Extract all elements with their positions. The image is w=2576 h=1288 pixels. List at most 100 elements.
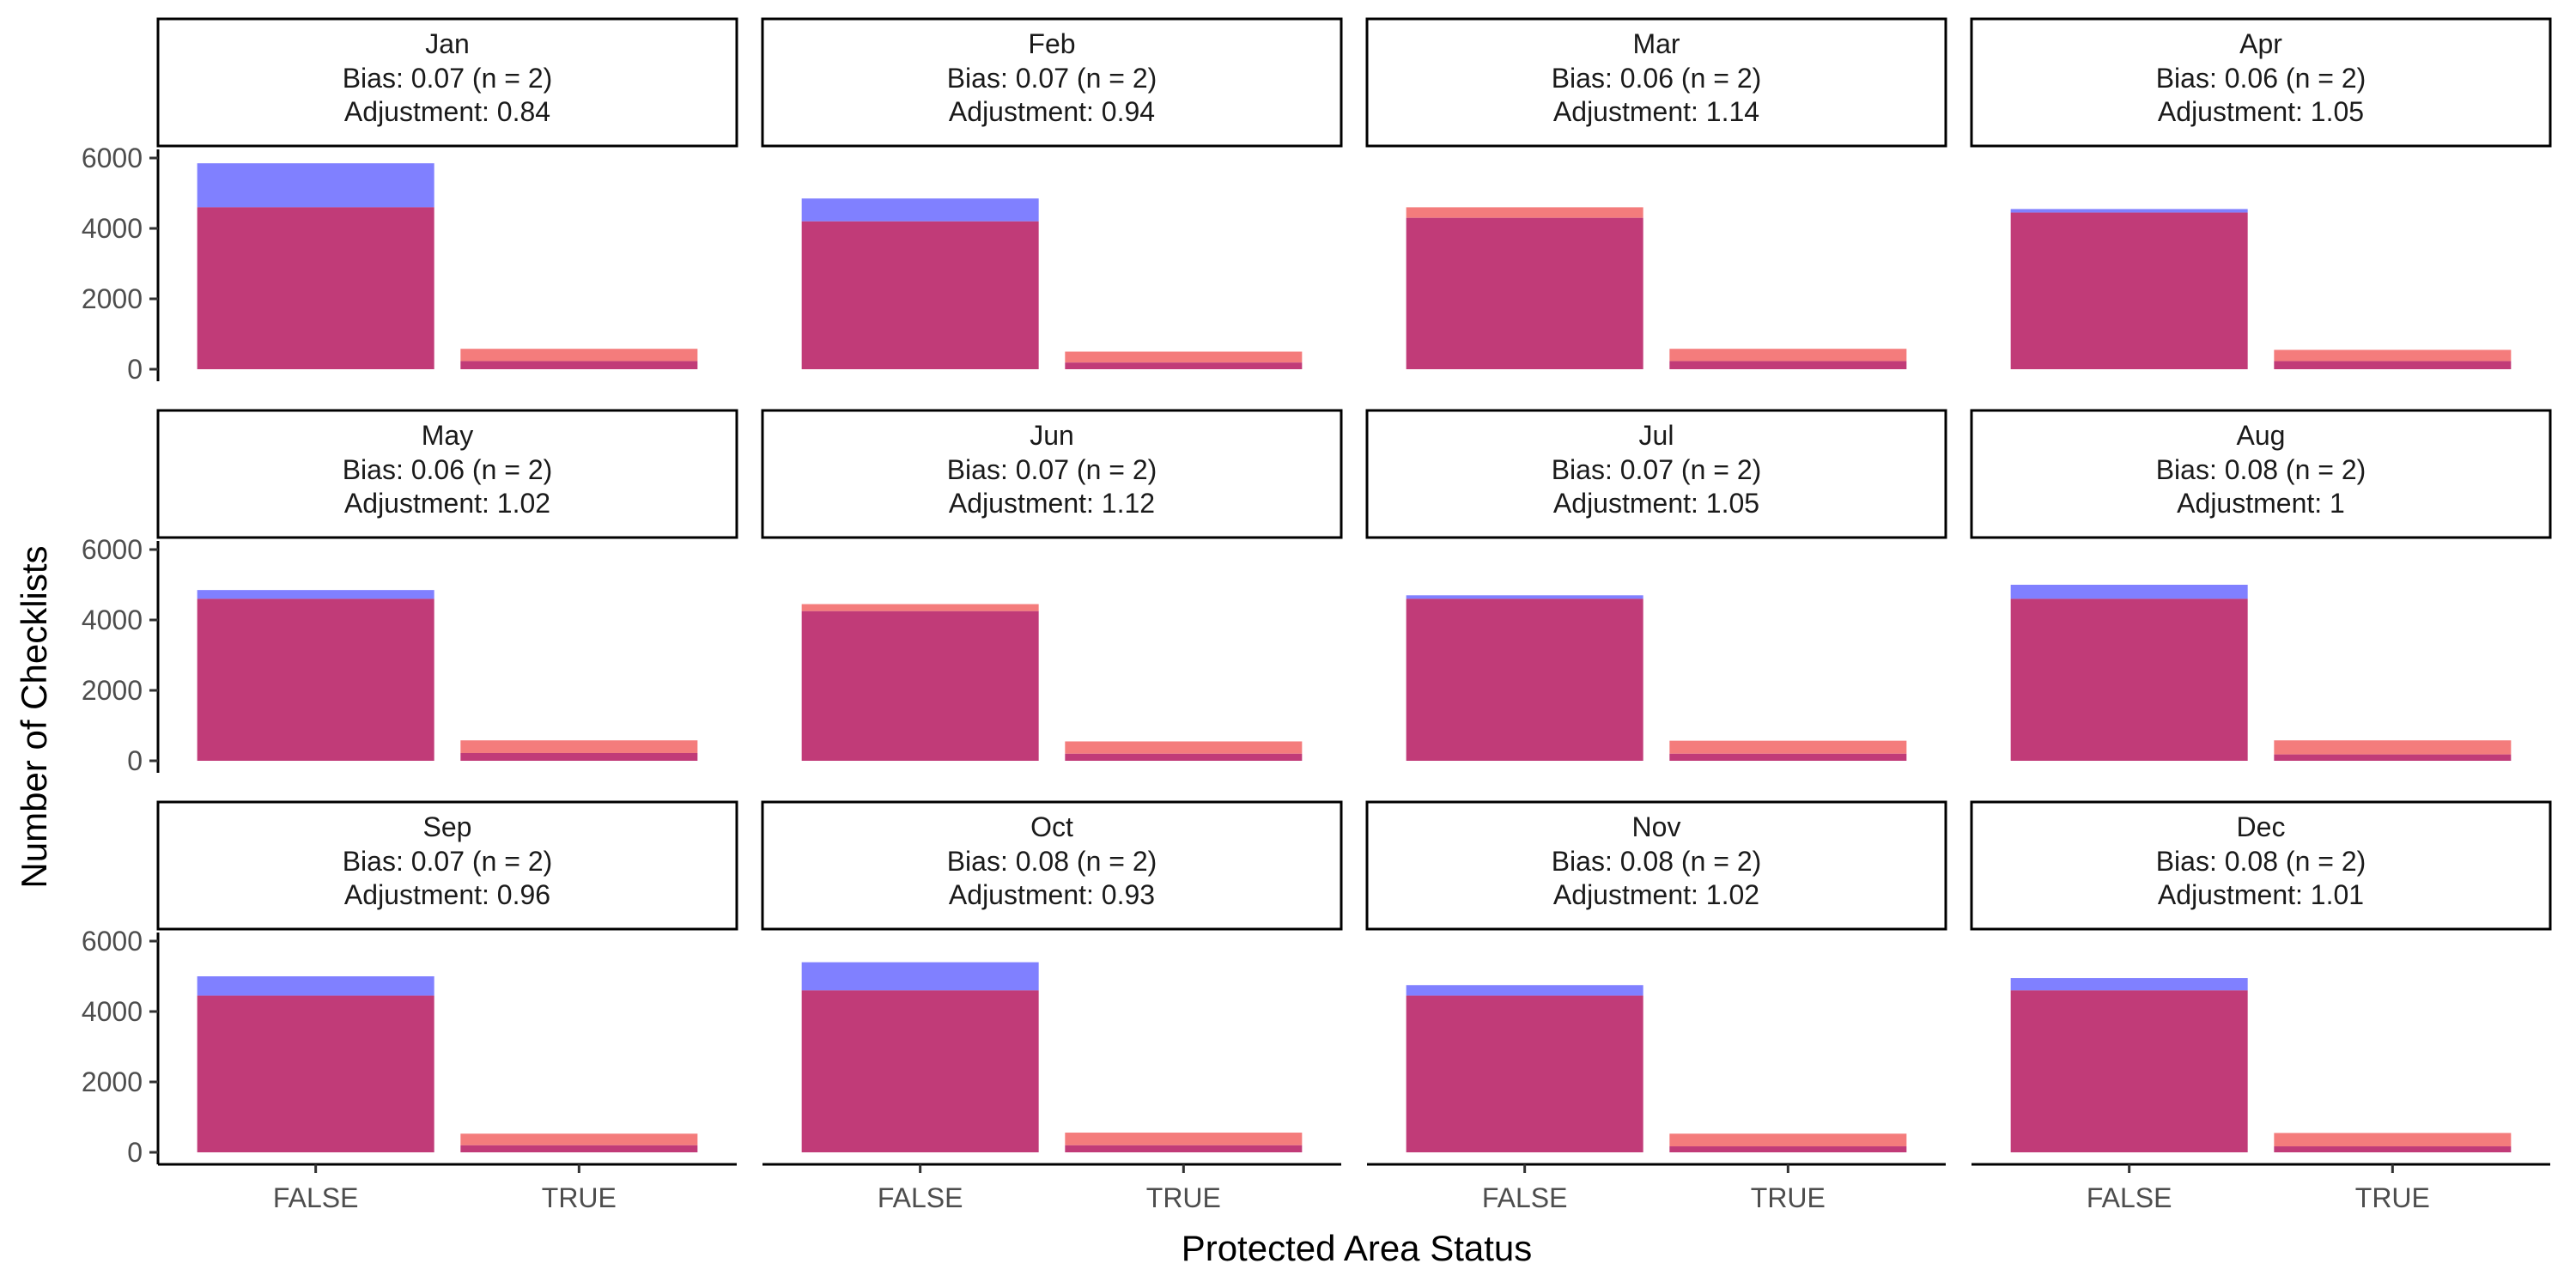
facet-strip-month: Oct: [1030, 811, 1073, 842]
bar-overlap-true: [1669, 361, 1907, 369]
bar-red-true: [1065, 1133, 1303, 1145]
bar-blue-false: [1406, 595, 1643, 599]
bar-overlap-false: [1406, 217, 1643, 369]
y-tick-label: 6000: [82, 534, 143, 565]
bar-overlap-false: [197, 995, 434, 1152]
bar-blue-false: [801, 962, 1039, 991]
facet-strip-month: Dec: [2237, 811, 2286, 842]
x-tick-label: TRUE: [1146, 1182, 1221, 1213]
bar-overlap-false: [1406, 598, 1643, 761]
facet-strip-bias: Bias: 0.07 (n = 2): [343, 63, 553, 94]
x-tick-label: FALSE: [878, 1182, 963, 1213]
facet-strip-adjustment: Adjustment: 1.14: [1553, 96, 1759, 127]
facet-strip-adjustment: Adjustment: 0.84: [344, 96, 550, 127]
facet-panel-nov: Nov Bias: 0.08 (n = 2)Adjustment: 1.02 FAL…: [1365, 800, 1947, 1213]
facet-panel-feb: Feb Bias: 0.07 (n = 2)Adjustment: 0.94: [761, 17, 1343, 369]
facet-strip-adjustment: Adjustment: 0.96: [344, 879, 550, 910]
bar-overlap-true: [1065, 362, 1303, 369]
y-tick-label: 6000: [82, 926, 143, 957]
facet-strip-month: Aug: [2237, 420, 2286, 451]
facet-strip-bias: Bias: 0.08 (n = 2): [2156, 454, 2366, 485]
x-tick-label: FALSE: [2087, 1182, 2172, 1213]
bar-red-true: [2274, 1133, 2512, 1147]
bar-overlap-true: [2274, 754, 2512, 761]
facet-strip-adjustment: Adjustment: 1.05: [2158, 96, 2364, 127]
facet-strip-month: Jan: [425, 28, 470, 59]
facet-panel-sep: Sep Bias: 0.07 (n = 2)Adjustment: 0.96 0 20…: [82, 800, 738, 1213]
bar-red-true: [2274, 349, 2512, 361]
facet-strip-adjustment: Adjustment: 0.93: [949, 879, 1155, 910]
bar-blue-false: [1406, 985, 1643, 996]
facet-strip-month: Apr: [2239, 28, 2282, 59]
bar-blue-false: [197, 163, 434, 208]
bar-overlap-false: [2010, 598, 2248, 761]
facet-strip: [1365, 409, 1947, 539]
facet-strip: [761, 17, 1343, 148]
facet-strip: [761, 800, 1343, 931]
bar-red-true: [460, 1133, 698, 1145]
facet-strip: [1970, 409, 2552, 539]
bar-overlap-false: [197, 207, 434, 369]
facet-strip: [1970, 800, 2552, 931]
bar-red-true: [1065, 741, 1303, 754]
bar-blue-false: [2010, 585, 2248, 599]
facet-panel-mar: Mar Bias: 0.06 (n = 2)Adjustment: 1.14: [1365, 17, 1947, 369]
facet-strip-month: Nov: [1632, 811, 1681, 842]
bar-overlap-false: [801, 611, 1039, 761]
bar-overlap-false: [801, 990, 1039, 1152]
y-axis-title: Number of Checklists: [14, 545, 54, 888]
bar-red-true: [1669, 349, 1907, 361]
facet-strip-bias: Bias: 0.07 (n = 2): [947, 63, 1157, 94]
x-tick-label: FALSE: [1482, 1182, 1568, 1213]
facet-strip-adjustment: Adjustment: 1.05: [1553, 488, 1759, 519]
bar-red-true: [1065, 351, 1303, 363]
bar-overlap-false: [2010, 212, 2248, 369]
facet-strip-bias: Bias: 0.07 (n = 2): [343, 846, 553, 877]
bar-overlap-false: [2010, 990, 2248, 1152]
y-tick-label: 0: [127, 1137, 143, 1168]
facet-strip-adjustment: Adjustment: 0.94: [949, 96, 1155, 127]
bar-red-true: [2274, 740, 2512, 755]
facet-panel-jan: Jan Bias: 0.07 (n = 2)Adjustment: 0.84 0 20…: [82, 17, 738, 385]
bar-red-true: [460, 349, 698, 361]
y-tick-label: 0: [127, 354, 143, 385]
bar-overlap-false: [801, 221, 1039, 369]
facet-panel-apr: Apr Bias: 0.06 (n = 2)Adjustment: 1.05: [1970, 17, 2552, 369]
facet-strip-adjustment: Adjustment: 1.02: [344, 488, 550, 519]
facet-panel-dec: Dec Bias: 0.08 (n = 2)Adjustment: 1.01 FAL…: [1970, 800, 2552, 1213]
facet-strip: [156, 800, 738, 931]
facet-strip-bias: Bias: 0.08 (n = 2): [947, 846, 1157, 877]
bar-red-true: [460, 740, 698, 753]
facet-strip-bias: Bias: 0.06 (n = 2): [2156, 63, 2366, 94]
facet-strip: [1365, 800, 1947, 931]
facet-strip-adjustment: Adjustment: 1: [2177, 488, 2345, 519]
bar-blue-false: [197, 590, 434, 599]
y-tick-label: 6000: [82, 143, 143, 173]
bar-blue-false: [2010, 978, 2248, 991]
facet-strip-bias: Bias: 0.06 (n = 2): [1552, 63, 1762, 94]
facet-strip: [156, 17, 738, 148]
y-tick-label: 4000: [82, 605, 143, 635]
bar-red-true: [1669, 740, 1907, 754]
facet-strip: [1970, 17, 2552, 148]
y-tick-label: 4000: [82, 996, 143, 1027]
facet-strip-adjustment: Adjustment: 1.02: [1553, 879, 1759, 910]
bar-overlap-true: [1669, 1146, 1907, 1152]
facet-strip-bias: Bias: 0.07 (n = 2): [947, 454, 1157, 485]
facet-panel-oct: Oct Bias: 0.08 (n = 2)Adjustment: 0.93 FAL…: [761, 800, 1343, 1213]
y-tick-label: 4000: [82, 213, 143, 244]
facet-strip-month: Jun: [1030, 420, 1074, 451]
facet-strip-bias: Bias: 0.06 (n = 2): [343, 454, 553, 485]
bar-overlap-true: [460, 1145, 698, 1152]
facet-strip: [1365, 17, 1947, 148]
x-axis-title: Protected Area Status: [1182, 1228, 1533, 1268]
bar-overlap-false: [1406, 995, 1643, 1152]
bar-overlap-true: [1065, 753, 1303, 761]
bar-red-true: [1669, 1133, 1907, 1147]
facet-strip-adjustment: Adjustment: 1.01: [2158, 879, 2364, 910]
y-tick-label: 2000: [82, 283, 143, 314]
